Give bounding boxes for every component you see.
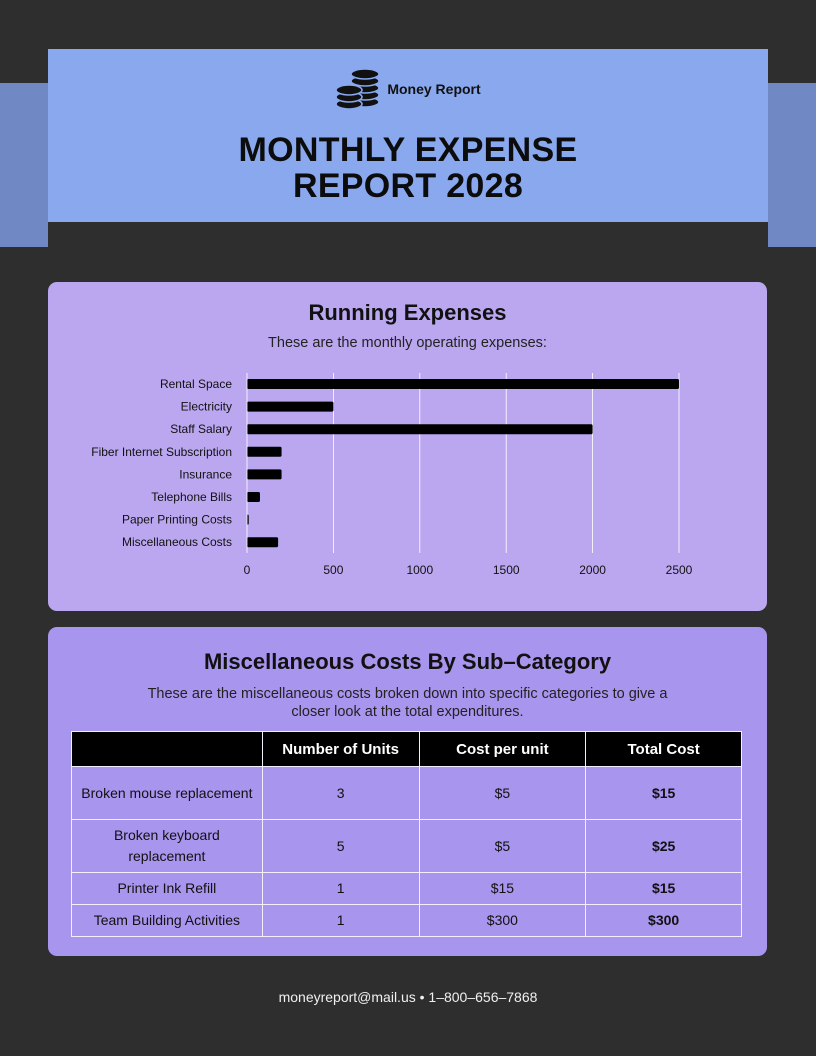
bar — [247, 469, 282, 480]
cell-cost: $15 — [418, 872, 587, 905]
running-expenses-title: Running Expenses — [308, 300, 507, 325]
x-tick-label: 0 — [244, 563, 251, 577]
misc-costs-subtitle: These are the miscellaneous costs broken… — [147, 686, 668, 720]
page-title: MONTHLY EXPENSE REPORT 2028 — [48, 132, 768, 204]
category-label: Staff Salary — [170, 422, 232, 436]
table-row: Printer Ink Refill 1 $15 $15 — [71, 872, 742, 905]
running-expenses-chart: 0 500 1000 1500 2000 2500 Rental Space Electric… — [91, 373, 693, 577]
brand: Money Report — [48, 66, 768, 112]
bar — [247, 492, 260, 502]
bar — [247, 514, 249, 525]
cell-item: Team Building Activities — [71, 904, 263, 937]
category-label: Insurance — [179, 467, 232, 481]
bar — [247, 446, 282, 457]
column-header-item — [71, 731, 263, 767]
category-label: Paper Printing Costs — [122, 513, 232, 527]
bar — [247, 424, 593, 435]
cell-total: $25 — [585, 819, 742, 873]
misc-costs-card: Miscellaneous Costs By Sub–Category Thes… — [48, 627, 767, 956]
cell-item: Printer Ink Refill — [71, 872, 263, 905]
category-label: Telephone Bills — [151, 490, 232, 504]
running-expenses-subtitle: These are the monthly operating expenses… — [268, 335, 547, 351]
column-header-cost: Cost per unit — [418, 731, 587, 767]
category-label: Rental Space — [160, 377, 232, 391]
table-row: Broken mouse replacement 3 $5 $15 — [71, 766, 742, 820]
x-tick-label: 1500 — [493, 563, 520, 577]
cell-units: 3 — [261, 766, 420, 820]
cell-cost: $300 — [418, 904, 587, 937]
category-label: Fiber Internet Subscription — [91, 445, 232, 459]
misc-costs-title: Miscellaneous Costs By Sub–Category — [203, 649, 612, 674]
bar — [247, 379, 679, 389]
bar — [247, 401, 334, 412]
report-header: Money Report MONTHLY EXPENSE REPORT 2028 — [48, 49, 768, 222]
cell-cost: $5 — [418, 766, 587, 820]
title-line-2: REPORT 2028 — [292, 167, 524, 205]
bar — [247, 537, 279, 548]
right-side-tab — [768, 83, 816, 247]
cell-total: $15 — [585, 766, 742, 820]
x-tick-label: 500 — [323, 563, 343, 577]
cell-item: Broken keyboard replacement — [71, 819, 263, 873]
table-row: Team Building Activities 1 $300 $300 — [71, 904, 742, 937]
column-header-units: Number of Units — [261, 731, 420, 767]
cell-units: 1 — [261, 904, 420, 937]
table-header-row: Number of Units Cost per unit Total Cost — [71, 731, 742, 767]
coins-stack-icon — [335, 68, 381, 110]
cell-cost: $5 — [418, 819, 587, 873]
brand-name: Money Report — [387, 81, 481, 97]
cell-units: 5 — [261, 819, 420, 873]
cell-units: 1 — [261, 872, 420, 905]
cell-total: $300 — [585, 904, 742, 937]
cell-item: Broken mouse replacement — [71, 766, 263, 820]
running-expenses-card: Running Expenses These are the monthly o… — [48, 282, 767, 611]
cell-total: $15 — [585, 872, 742, 905]
left-side-tab — [0, 83, 48, 247]
column-header-total: Total Cost — [585, 731, 742, 767]
table-row: Broken keyboard replacement 5 $5 $25 — [71, 819, 742, 873]
category-label: Electricity — [181, 400, 232, 414]
category-label: Miscellaneous Costs — [122, 535, 232, 549]
misc-costs-table: Number of Units Cost per unit Total Cost… — [71, 731, 742, 937]
title-line-1: MONTHLY EXPENSE — [238, 131, 578, 169]
x-tick-label: 2000 — [579, 563, 606, 577]
x-tick-label: 1000 — [406, 563, 433, 577]
footer-contact: moneyreport@mail.us • 1–800–656–7868 — [278, 989, 538, 1005]
x-tick-label: 2500 — [666, 563, 693, 577]
